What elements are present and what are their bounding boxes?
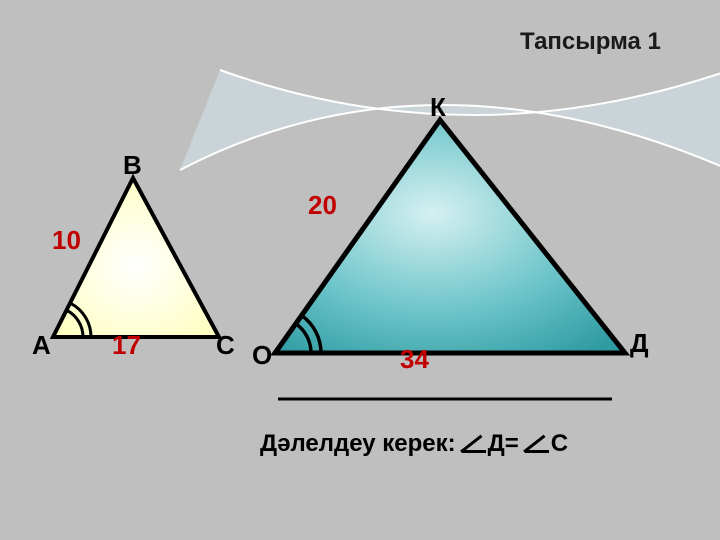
proof-equals: = xyxy=(505,430,519,458)
vertex-d-label: Д xyxy=(630,328,649,359)
side-10-label: 10 xyxy=(52,225,81,256)
vertex-a-label: А xyxy=(32,330,51,361)
angle-icon xyxy=(525,435,549,453)
diagram-stage: Тапсырма 1 А В С 10 17 О К Д 20 34 Дәлел… xyxy=(0,0,720,540)
proof-angle-d: Д xyxy=(488,430,505,458)
proof-angle-c: С xyxy=(551,430,568,458)
vertex-o-label: О xyxy=(252,340,272,371)
proof-prefix: Дәлелдеу керек: xyxy=(260,430,456,458)
angle-icon xyxy=(462,435,486,453)
side-17-label: 17 xyxy=(112,330,141,361)
proof-statement: Дәлелдеу керек: Д = С xyxy=(260,430,568,458)
vertex-b-label: В xyxy=(123,150,142,181)
task-title: Тапсырма 1 xyxy=(520,28,661,56)
side-20-label: 20 xyxy=(308,190,337,221)
diagram-svg xyxy=(0,0,720,540)
side-34-label: 34 xyxy=(400,344,429,375)
vertex-c-label: С xyxy=(216,330,235,361)
vertex-k-label: К xyxy=(430,92,446,123)
